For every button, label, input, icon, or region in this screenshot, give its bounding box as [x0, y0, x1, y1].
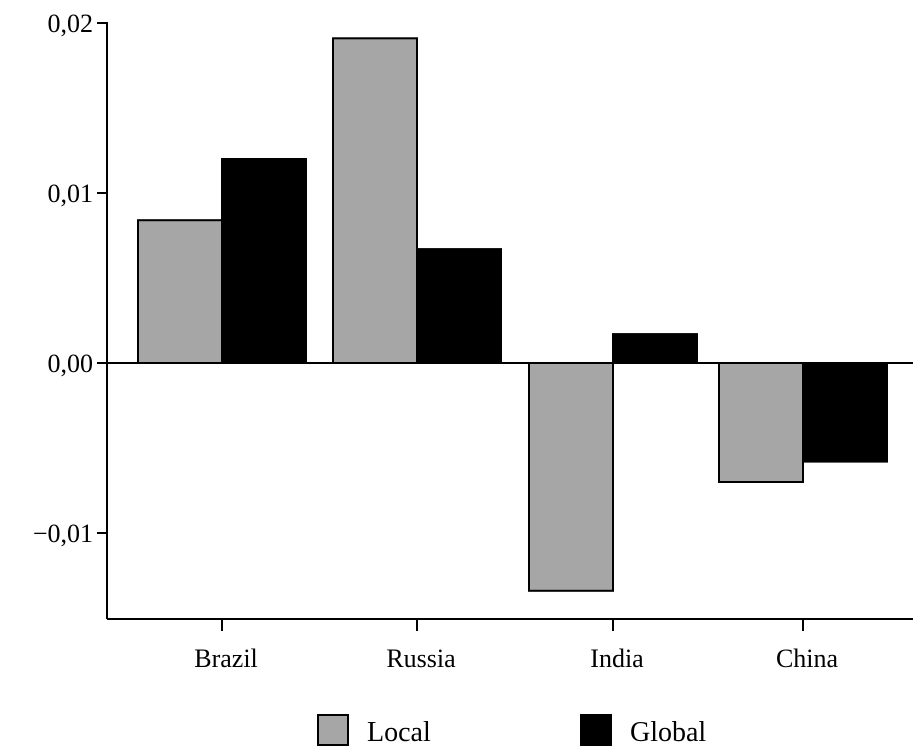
legend: Local Global — [317, 714, 706, 748]
bar-local-russia — [332, 37, 418, 365]
bar-global-china — [802, 362, 888, 463]
legend-label-global: Global — [630, 717, 706, 748]
x-tick-label-brazil: Brazil — [194, 644, 258, 673]
x-tick-label-india: India — [590, 644, 644, 673]
bar-local-india — [528, 362, 614, 592]
x-tick-label-china: China — [776, 644, 839, 673]
y-tick-label: 0,02 — [48, 9, 94, 38]
legend-swatch-global — [580, 714, 612, 746]
bar-local-brazil — [137, 219, 223, 364]
y-tick-label: 0,01 — [48, 179, 94, 208]
bar-global-india — [612, 333, 698, 365]
legend-swatch-local — [317, 714, 349, 746]
bar-global-brazil — [221, 158, 307, 364]
y-tick-label: −0,01 — [33, 519, 93, 548]
y-axis-ticks: 0,02 0,01 0,00 −0,01 — [33, 9, 107, 548]
bar-local-china — [718, 362, 804, 483]
bar-global-russia — [416, 248, 502, 365]
bars — [137, 37, 888, 592]
x-axis-ticks: Brazil Russia India China — [194, 619, 839, 673]
x-tick-label-russia: Russia — [386, 644, 456, 673]
y-tick-label: 0,00 — [48, 349, 94, 378]
legend-label-local: Local — [367, 717, 431, 748]
